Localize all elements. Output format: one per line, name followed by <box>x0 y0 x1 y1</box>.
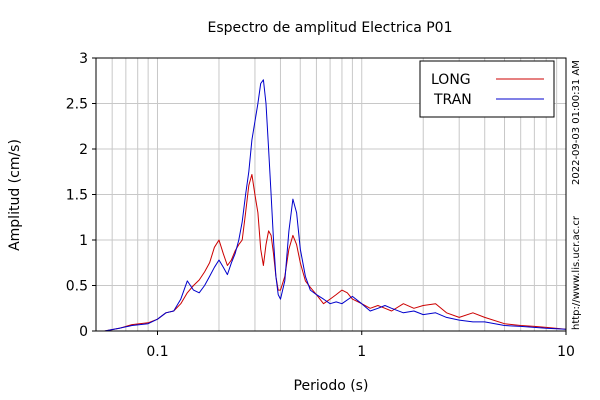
legend-label-tran: TRAN <box>433 92 472 108</box>
legend: LONG TRAN <box>419 60 555 118</box>
y-tick-label: 2 <box>79 142 88 158</box>
y-tick-label: 0.5 <box>66 279 88 295</box>
x-tick-label: 0.1 <box>146 344 168 360</box>
legend-box <box>419 60 555 118</box>
y-tick-label: 1.5 <box>66 188 88 204</box>
x-axis-label: Periodo (s) <box>294 378 369 394</box>
y-tick-label: 0 <box>79 324 88 340</box>
series-layer <box>104 79 567 332</box>
chart-title: Espectro de amplitud Electrica P01 <box>208 20 453 36</box>
legend-label-long: LONG <box>431 72 471 88</box>
x-axis-ticks: 0.1 1 10 <box>146 331 575 360</box>
y-tick-label: 1 <box>79 233 88 249</box>
y-tick-label: 2.5 <box>66 97 88 113</box>
y-axis-label: Amplitud (cm/s) <box>7 139 23 251</box>
source-url-text: http://www.lis.ucr.ac.cr <box>571 216 582 330</box>
series-line-long <box>104 174 567 332</box>
y-axis-ticks: 0 0.5 1 1.5 2 2.5 3 <box>66 51 96 340</box>
x-tick-label: 10 <box>557 344 575 360</box>
timestamp-text: 2022-09-03 01:00:31 AM <box>571 60 582 185</box>
x-tick-label: 1 <box>357 344 366 360</box>
series-line-tran <box>104 79 567 332</box>
y-tick-label: 3 <box>79 51 88 67</box>
